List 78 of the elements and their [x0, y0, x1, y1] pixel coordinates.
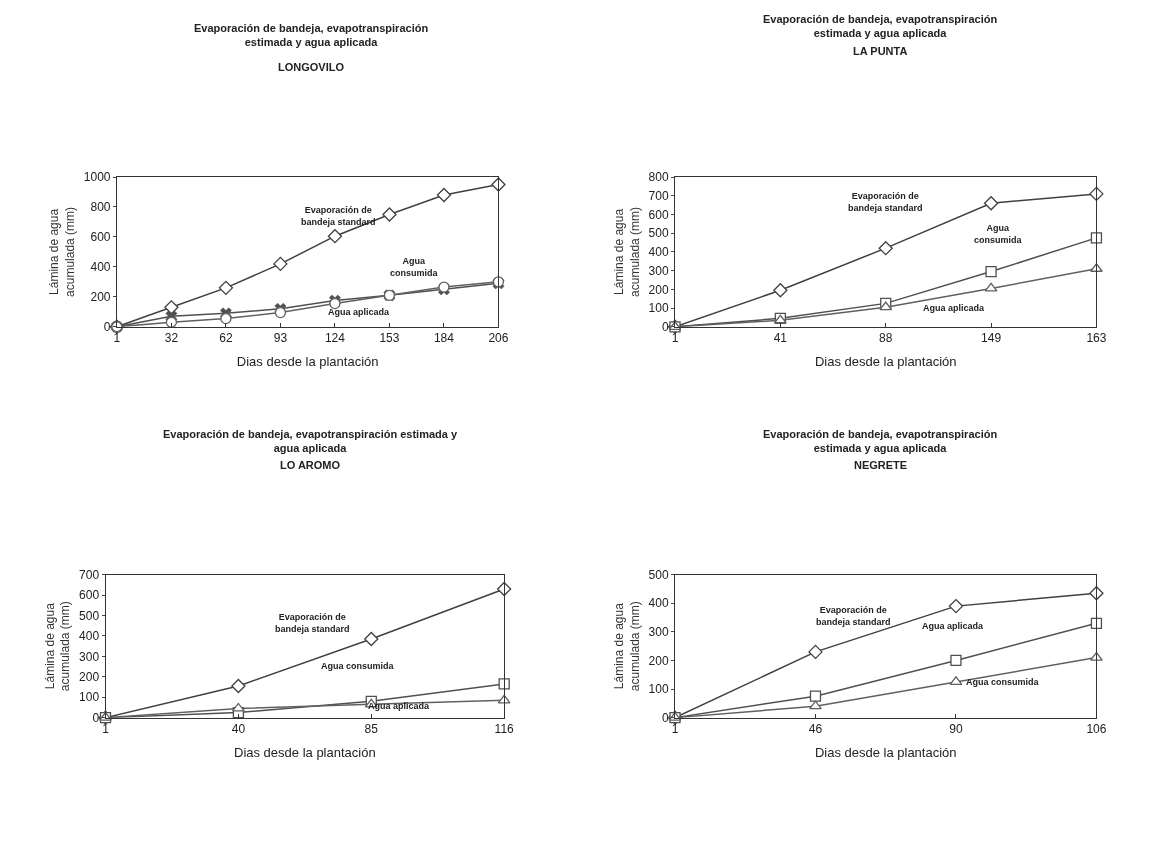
annotation: Agua consumida: [390, 256, 439, 278]
y-tick-label: 400: [648, 596, 669, 611]
y-tick-label: 600: [79, 588, 100, 603]
x-tick-label: 153: [379, 331, 400, 346]
y-axis-title: Lámina de agua acumulada (mm): [612, 601, 642, 692]
annotation: Agua aplicada: [368, 701, 431, 711]
annotation: Evaporación de bandeja standard: [816, 605, 891, 627]
annotation: Agua aplicada: [923, 303, 986, 313]
x-tick-label: 163: [1086, 331, 1107, 346]
x-tick-label: 32: [164, 331, 179, 346]
x-tick-label: 46: [808, 722, 823, 737]
y-tick-label: 500: [648, 226, 669, 241]
y-tick-label: 700: [79, 567, 100, 582]
y-tick-label: 200: [90, 290, 111, 305]
annotation: Evaporación de bandeja standard: [275, 612, 350, 634]
y-tick-label: 200: [79, 669, 100, 684]
annotation: Evaporación de bandeja standard: [301, 205, 376, 227]
annotation: Agua aplicada: [922, 621, 985, 631]
y-tick-label: 500: [79, 608, 100, 623]
x-tick-label: 149: [981, 331, 1002, 346]
x-tick-label: 206: [488, 331, 509, 346]
annotation: Agua consumida: [321, 661, 395, 671]
x-tick-label: 41: [773, 331, 788, 346]
x-tick-label: 93: [273, 331, 288, 346]
y-tick-label: 100: [648, 301, 669, 316]
y-tick-label: 400: [648, 245, 669, 260]
chart-title: Evaporación de bandeja, evapotranspiración estimada y agua aplicada: [163, 428, 458, 455]
x-axis-title: Dias desde la plantación: [814, 353, 957, 369]
y-tick-label: 300: [648, 263, 669, 278]
x-tick-label: 1: [671, 722, 679, 737]
x-tick-label: 106: [1086, 722, 1107, 737]
y-tick-label: 400: [79, 629, 100, 644]
annotation: Evaporación de bandeja standard: [848, 191, 923, 213]
y-tick-label: 800: [90, 200, 111, 215]
y-tick-label: 0: [92, 710, 100, 725]
x-axis-title: Dias desde la plantación: [234, 744, 376, 760]
y-tick-label: 0: [661, 319, 669, 334]
x-tick-label: 90: [949, 722, 963, 737]
x-tick-label: 1: [102, 722, 110, 737]
y-tick-label: 600: [90, 230, 111, 245]
x-tick-label: 124: [324, 331, 346, 346]
chart-subtitle: LA PUNTA: [853, 45, 908, 57]
y-tick-label: 200: [648, 282, 669, 297]
y-axis-title: Lámina de agua acumulada (mm): [612, 206, 642, 297]
y-tick-label: 0: [661, 710, 669, 725]
y-tick-label: 600: [648, 207, 669, 222]
x-axis-title: Dias desde la plantación: [236, 353, 379, 369]
x-tick-label: 62: [219, 331, 233, 346]
y-tick-label: 0: [103, 319, 111, 334]
y-tick-label: 1000: [83, 170, 111, 185]
x-axis-title: Dias desde la plantación: [814, 744, 957, 760]
x-tick-label: 1: [113, 331, 121, 346]
chart-title: Evaporación de bandeja, evapotranspiración estimada y agua aplicada: [763, 428, 998, 455]
chart-subtitle: LO AROMO: [280, 459, 341, 471]
x-tick-label: 85: [364, 722, 379, 737]
y-tick-label: 300: [79, 649, 100, 664]
chart-subtitle: LONGOVILO: [278, 61, 345, 73]
annotation: Agua consumida: [966, 677, 1040, 687]
annotation: Agua aplicada: [328, 307, 391, 317]
y-tick-label: 700: [648, 188, 669, 203]
y-tick-label: 500: [648, 567, 669, 582]
y-tick-label: 100: [79, 690, 100, 705]
y-tick-label: 300: [648, 625, 669, 640]
x-tick-label: 40: [231, 722, 246, 737]
x-tick-label: 184: [433, 331, 455, 346]
chart-subtitle: NEGRETE: [854, 459, 908, 471]
x-tick-label: 88: [879, 331, 893, 346]
x-tick-label: 116: [494, 722, 515, 737]
x-tick-label: 1: [671, 331, 679, 346]
chart-title: Evaporación de bandeja, evapotranspiración estimada y agua aplicada: [194, 22, 429, 49]
y-tick-label: 400: [90, 260, 111, 275]
y-tick-label: 200: [648, 653, 669, 668]
y-axis-title: Lámina de agua acumulada (mm): [42, 601, 73, 692]
annotation: Agua consumida: [974, 223, 1023, 245]
y-tick-label: 100: [648, 682, 669, 697]
chart-title: Evaporación de bandeja, evapotranspiración estimada y agua aplicada: [763, 13, 998, 40]
y-axis-title: Lámina de agua acumulada (mm): [47, 206, 78, 297]
y-tick-label: 800: [648, 170, 669, 185]
